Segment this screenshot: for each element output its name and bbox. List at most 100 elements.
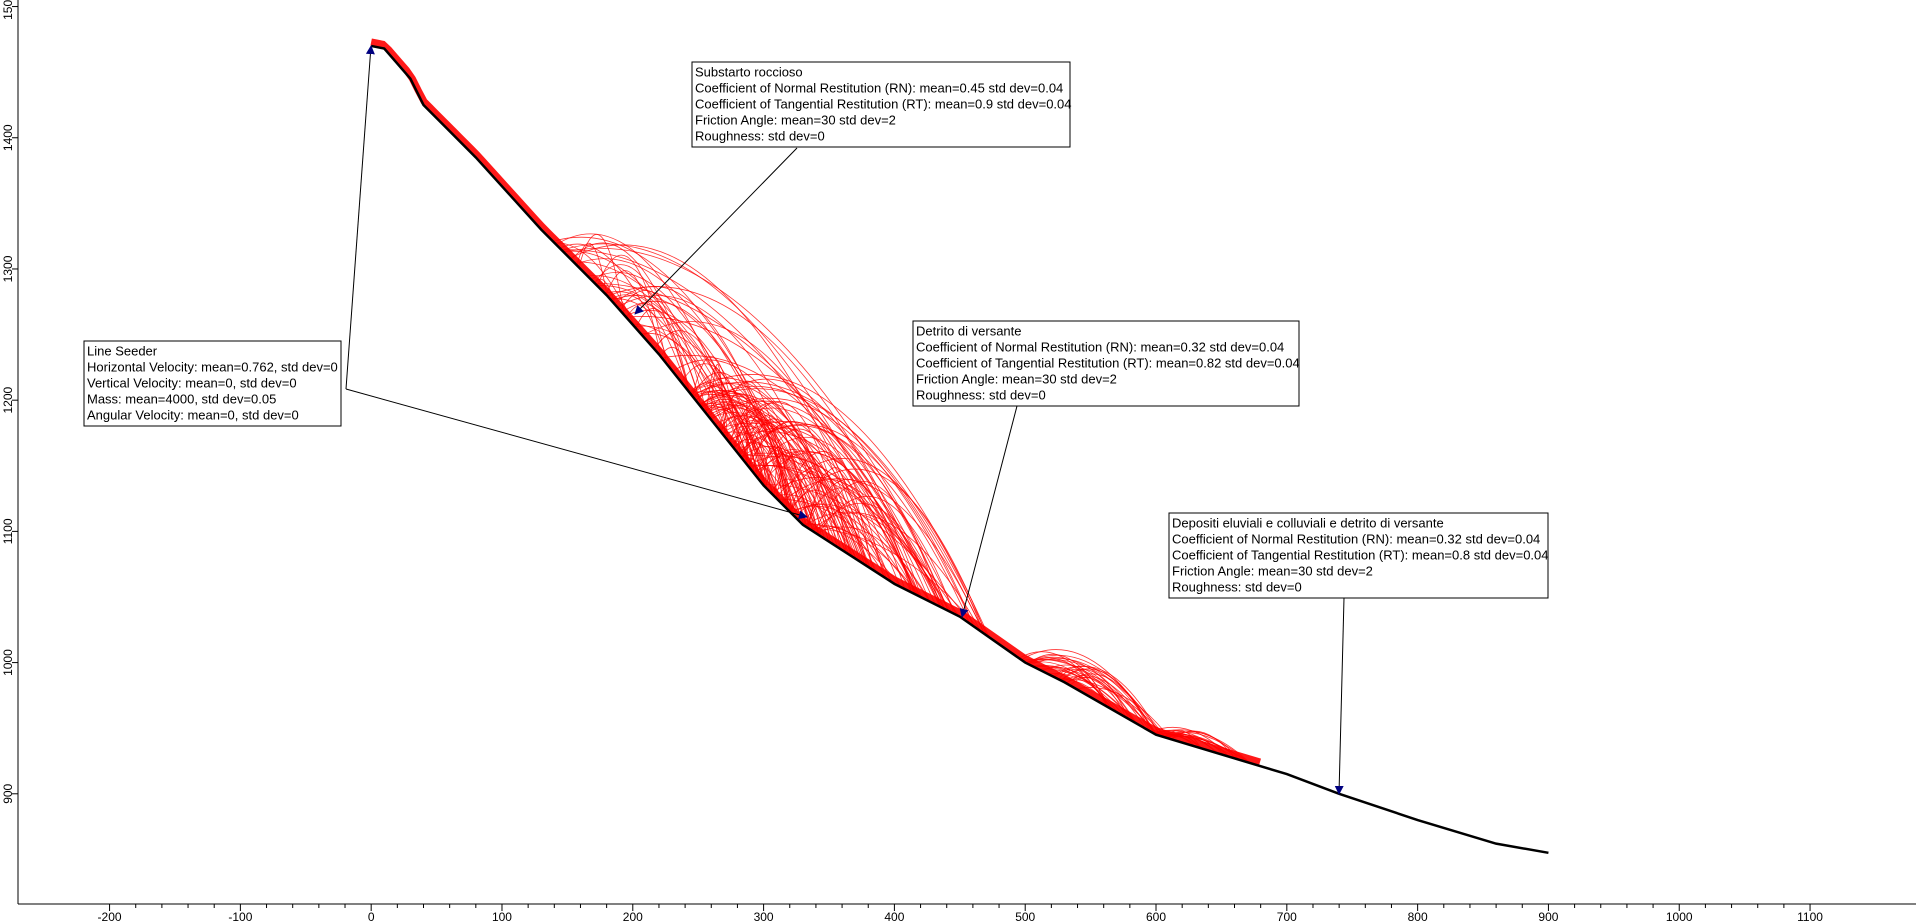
annotation-title: Detrito di versante [916,323,1022,338]
trajectory [718,414,807,527]
trajectory [1164,729,1202,749]
trajectory [1152,732,1240,761]
annotation-line: Friction Angle: mean=30 std dev=2 [1172,563,1373,578]
annotation-title: Line Seeder [87,343,158,358]
x-tick-label: 1000 [1666,910,1693,921]
trajectories [370,38,1262,766]
trajectory [1060,669,1130,720]
trajectory [689,391,893,583]
x-tick-label: 900 [1538,910,1558,921]
x-tick-label: 1100 [1797,910,1823,921]
annotation-line: Roughness: std dev=0 [1172,579,1302,594]
trajectory [721,431,854,558]
x-tick-label: -200 [98,910,122,921]
trajectory [626,303,690,392]
annotation-box [83,340,342,427]
annotation-line: Coefficient of Normal Restitution (RN): … [695,80,1063,95]
trajectory [737,423,975,627]
trajectory [762,484,973,626]
x-tick-label: 800 [1408,910,1428,921]
x-tick-label: 100 [492,910,512,921]
trajectory [1033,666,1136,724]
trajectory [1069,676,1127,718]
trajectory [1025,654,1162,737]
trajectory [635,308,691,393]
trajectory [728,417,791,513]
trajectory [753,464,839,548]
annotation-title: Depositi eluviali e colluviali e detrito… [1172,515,1444,530]
trajectory [794,503,877,573]
trajectory [680,363,767,489]
trajectory [1027,654,1111,709]
annotation-line: Coefficient of Normal Restitution (RN): … [1172,531,1540,546]
y-tick-label: 1400 [1,124,15,151]
annotation-line: Mass: mean=4000, std dev=0.05 [87,391,276,406]
annotation-line: Friction Angle: mean=30 std dev=2 [916,371,1117,386]
x-tick-label: 300 [754,910,774,921]
annotation-arrow [345,388,808,520]
trajectory [1042,664,1137,724]
trajectory [700,390,808,528]
trajectory [721,419,892,582]
y-tick-label: 900 [1,783,15,803]
trajectory [690,382,760,481]
annotation-arrow [1334,597,1345,795]
trajectory [747,464,930,602]
annotation-box [691,61,1071,148]
trajectory [1152,729,1226,756]
trajectory [720,380,790,512]
annotation-box [912,320,1300,407]
annotation-line: Coefficient of Tangential Restitution (R… [916,355,1300,370]
trajectory [705,367,729,441]
trajectory [775,458,985,635]
trajectory [738,441,793,515]
trajectory [554,242,636,328]
trajectory [614,286,798,520]
annotation-line: Roughness: std dev=0 [695,128,825,143]
slope-line [370,44,1549,855]
trajectory [691,385,775,496]
annotation-box [1168,512,1549,599]
annotation-line: Coefficient of Tangential Restitution (R… [695,96,1072,111]
trajectory [1065,677,1135,723]
trajectory [1031,664,1158,736]
trajectory [710,364,726,438]
trajectory [559,243,673,372]
trajectory [1154,729,1251,764]
trajectory [1170,730,1236,759]
x-tick-label: 400 [884,910,904,921]
trajectory [1021,649,1158,736]
trajectory [788,468,987,636]
trajectory [632,323,754,473]
trajectory [1047,673,1126,718]
annotation-line: Coefficient of Normal Restitution (RN): … [916,339,1284,354]
trajectory [740,446,863,564]
trajectory [710,400,941,607]
trajectory [691,381,985,634]
x-tick-label: 0 [368,910,375,921]
annotation-line: Coefficient of Tangential Restitution (R… [1172,547,1549,562]
trajectory [790,470,841,550]
y-tick-label: 1300 [1,255,15,282]
y-tick-label: 1000 [1,649,15,676]
trajectory [780,478,986,635]
trajectory [1061,668,1152,733]
trajectory [576,242,608,296]
y-tick-label: 1500 [1,0,15,20]
annotation-line: Angular Velocity: mean=0, std dev=0 [87,407,299,422]
x-tick-label: 600 [1146,910,1166,921]
trajectory [594,264,691,394]
trajectory [733,427,916,595]
x-tick-label: 700 [1277,910,1297,921]
x-tick-label: 500 [1015,910,1035,921]
trajectory [1156,732,1230,758]
trajectory [740,455,953,613]
annotation-arrow [959,405,1018,618]
trajectory [801,523,902,588]
trajectory [789,505,913,593]
x-tick-label: 200 [623,910,643,921]
trajectory [1076,687,1171,740]
trajectory [748,422,793,515]
annotation-line: Roughness: std dev=0 [916,387,1046,402]
